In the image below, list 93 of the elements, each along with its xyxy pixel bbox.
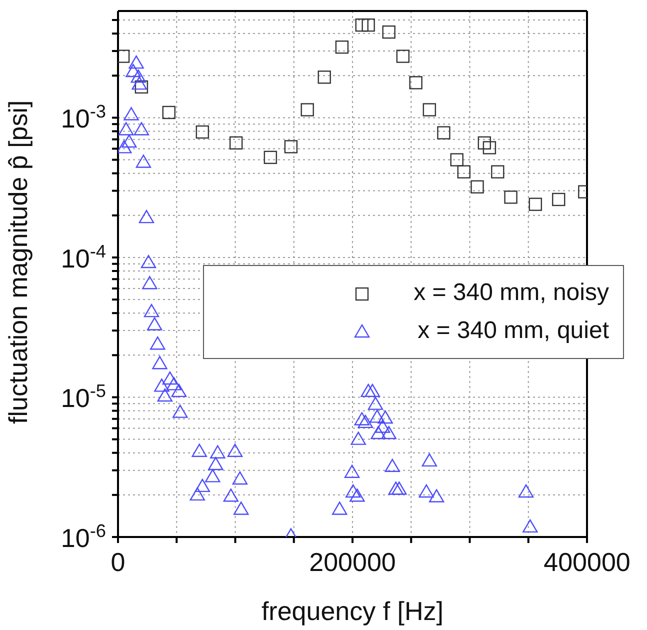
point — [422, 103, 436, 116]
point — [392, 482, 407, 495]
point — [264, 150, 278, 164]
point — [124, 107, 139, 120]
point — [418, 484, 434, 498]
x-axis-title: frequency f [Hz] — [261, 596, 444, 626]
point — [437, 126, 450, 140]
x-tick-label: 400000 — [544, 547, 630, 577]
point — [360, 384, 376, 398]
point — [142, 276, 158, 290]
point — [284, 140, 298, 154]
point — [378, 410, 393, 424]
point — [388, 482, 404, 495]
point — [552, 192, 566, 206]
point — [422, 453, 438, 467]
point — [528, 198, 542, 211]
x-tick-label: 200000 — [309, 547, 396, 577]
point — [370, 426, 386, 440]
point — [384, 458, 400, 472]
point — [126, 64, 141, 78]
point — [368, 396, 384, 410]
point — [234, 502, 249, 515]
point — [162, 106, 176, 120]
point — [355, 18, 368, 32]
point — [227, 444, 243, 457]
point — [350, 432, 366, 445]
point — [522, 519, 538, 533]
point — [232, 471, 248, 485]
point — [157, 388, 172, 402]
legend-label: x = 340 mm, quiet — [416, 317, 609, 345]
point — [146, 317, 162, 330]
point — [134, 80, 148, 94]
point — [354, 412, 370, 426]
point — [409, 76, 422, 90]
x-tick-label: 0 — [110, 547, 126, 577]
point — [362, 18, 375, 32]
point — [194, 478, 210, 492]
y-tick-label: 10$^{-6}$ — [60, 521, 106, 553]
point — [381, 426, 396, 440]
point — [128, 55, 144, 69]
point — [450, 153, 464, 166]
point — [118, 50, 130, 63]
point — [518, 484, 534, 498]
point — [132, 76, 147, 90]
y-tick-label: 10$^{-3}$ — [60, 102, 106, 134]
legend-label: x = 340 mm, noisy — [412, 279, 609, 307]
point — [118, 122, 134, 136]
y-axis-title: fluctuation magnitude p̂ [psi] — [3, 100, 34, 424]
point — [428, 489, 444, 502]
point — [375, 420, 390, 433]
point — [136, 154, 152, 168]
point — [332, 502, 348, 515]
point — [154, 378, 170, 392]
y-tick-label: 10$^{-4}$ — [60, 241, 106, 274]
point — [491, 165, 504, 178]
point — [172, 404, 188, 418]
point — [396, 50, 410, 63]
point — [482, 141, 496, 154]
point — [229, 136, 243, 150]
point — [150, 336, 166, 350]
point — [171, 384, 187, 398]
point — [300, 103, 314, 116]
point — [382, 25, 396, 39]
point — [192, 444, 207, 457]
point — [208, 456, 224, 470]
point — [205, 469, 220, 482]
point — [350, 488, 365, 502]
point — [144, 304, 160, 318]
point — [130, 70, 146, 83]
point — [504, 190, 518, 204]
point — [345, 484, 361, 498]
point — [138, 210, 154, 224]
point — [152, 356, 168, 370]
point — [478, 136, 492, 150]
point — [457, 165, 470, 178]
point — [140, 254, 156, 268]
point — [210, 445, 226, 458]
point — [122, 134, 137, 148]
point — [118, 140, 132, 154]
point — [166, 377, 182, 390]
point — [318, 70, 331, 84]
point — [134, 122, 150, 136]
point — [196, 125, 210, 139]
point — [190, 487, 205, 501]
point — [470, 180, 484, 194]
point — [162, 371, 178, 385]
y-tick-label: 10$^{-5}$ — [60, 381, 106, 414]
point — [364, 384, 380, 398]
point — [223, 488, 239, 502]
point — [344, 464, 360, 478]
point — [370, 410, 385, 423]
point — [358, 414, 373, 428]
point — [335, 40, 349, 54]
